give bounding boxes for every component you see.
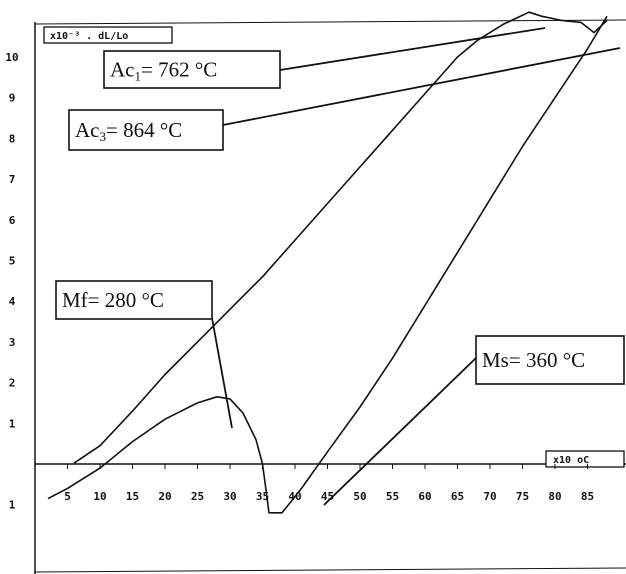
y-tick-label: 1: [9, 499, 16, 512]
y-axis-label-box: [43, 26, 173, 44]
y-tick-label: 6: [9, 214, 16, 227]
annotation-subscript: 3: [100, 129, 107, 144]
annotation-box: [103, 50, 281, 89]
leader-line: [211, 317, 233, 429]
x-tick-label: 10: [93, 490, 106, 503]
y-tick-label: 2: [9, 377, 16, 390]
y-tick-label: 8: [9, 132, 16, 145]
annotation-box: [475, 335, 625, 385]
x-tick-label: 20: [158, 490, 171, 503]
y-axis-label: x10⁻³ . dL/Lo: [50, 31, 128, 42]
annotation-main: Ms= 360 °C: [482, 348, 585, 372]
annotation-label: Ac3= 864 °C: [75, 118, 182, 144]
annotation-value: = 762 °C: [141, 58, 217, 82]
y-tick-label: 3: [9, 336, 16, 349]
annotation-main: Ac: [110, 58, 135, 82]
x-tick-label: 50: [353, 490, 366, 503]
curves: [47, 11, 608, 514]
leader-line: [222, 47, 621, 126]
x-tick-label: 55: [386, 490, 399, 503]
x-tick-label: 85: [581, 490, 594, 503]
y-tick-label: 4: [9, 295, 16, 308]
x-tick-label: 30: [223, 490, 236, 503]
x-tick-label: 15: [126, 490, 139, 503]
leader-line: [279, 27, 546, 71]
x-tick-label: 70: [483, 490, 496, 503]
tick-labels: 5 10 15 20 25 30 35 40 45 50 55 60 65 70 75 80 851098765…: [5, 51, 594, 512]
leader-line: [323, 357, 477, 506]
y-tick-label: 7: [9, 173, 16, 186]
x-tick-label: 25: [191, 490, 204, 503]
annotation-label: Mf= 280 °C: [62, 288, 164, 312]
y-tick-label: 1: [9, 417, 16, 430]
x-tick-label: 65: [451, 490, 464, 503]
curve-2: [47, 15, 608, 514]
bottom-border: [34, 567, 626, 573]
annotation-label: Ms= 360 °C: [482, 348, 585, 372]
top-border: [34, 19, 626, 25]
annotation-main: Ac: [75, 118, 100, 142]
annotation-box: [68, 109, 224, 151]
annotation-box: [55, 280, 213, 320]
x-tick-label: 45: [321, 490, 334, 503]
annotation-main: Mf= 280 °C: [62, 288, 164, 312]
x-tick-label: 5: [64, 490, 71, 503]
x-tick-label: 75: [516, 490, 529, 503]
annotation-value: = 864 °C: [106, 118, 182, 142]
annotation-label: Ac1= 762 °C: [110, 58, 217, 84]
annotation-subscript: 1: [135, 69, 142, 84]
leader-lines: [211, 27, 621, 506]
y-tick-label: 9: [9, 92, 16, 105]
x-tick-label: 80: [548, 490, 561, 503]
x-axis-label-box: [545, 450, 625, 468]
y-tick-label: 5: [9, 255, 16, 268]
x-tick-label: 60: [418, 490, 431, 503]
curve-1: [73, 11, 608, 464]
y-tick-label: 10: [5, 51, 18, 64]
x-axis-label: x10 oC: [553, 455, 589, 466]
